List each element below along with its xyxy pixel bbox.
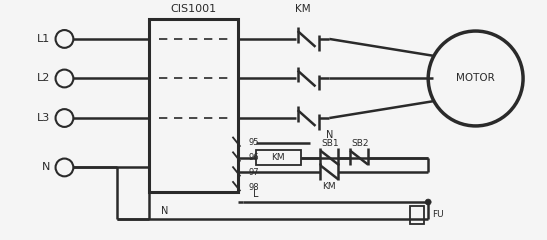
Text: KM: KM	[323, 182, 336, 191]
Text: KM: KM	[295, 4, 311, 14]
Circle shape	[56, 30, 73, 48]
Text: SB1: SB1	[322, 139, 339, 148]
Text: 96: 96	[248, 153, 259, 162]
Text: N: N	[42, 162, 51, 173]
Text: 95: 95	[248, 138, 259, 147]
Text: MOTOR: MOTOR	[456, 73, 495, 84]
Bar	[149, 19, 238, 192]
Circle shape	[425, 199, 431, 205]
Text: 97: 97	[248, 168, 259, 177]
Text: SB2: SB2	[351, 139, 369, 148]
Circle shape	[56, 159, 73, 176]
Text: N: N	[161, 206, 168, 216]
Text: L3: L3	[37, 113, 51, 123]
Circle shape	[56, 70, 73, 87]
Text: KM: KM	[271, 153, 285, 162]
Text: FU: FU	[432, 210, 444, 219]
Bar	[410, 206, 424, 224]
Text: L1: L1	[37, 34, 51, 44]
Bar	[256, 150, 301, 165]
Text: 98: 98	[248, 183, 259, 192]
Text: CIS1001: CIS1001	[171, 4, 217, 14]
Text: N: N	[325, 130, 333, 140]
Circle shape	[56, 109, 73, 127]
Text: L2: L2	[37, 73, 51, 84]
Circle shape	[428, 31, 523, 126]
Text: L: L	[253, 189, 259, 199]
